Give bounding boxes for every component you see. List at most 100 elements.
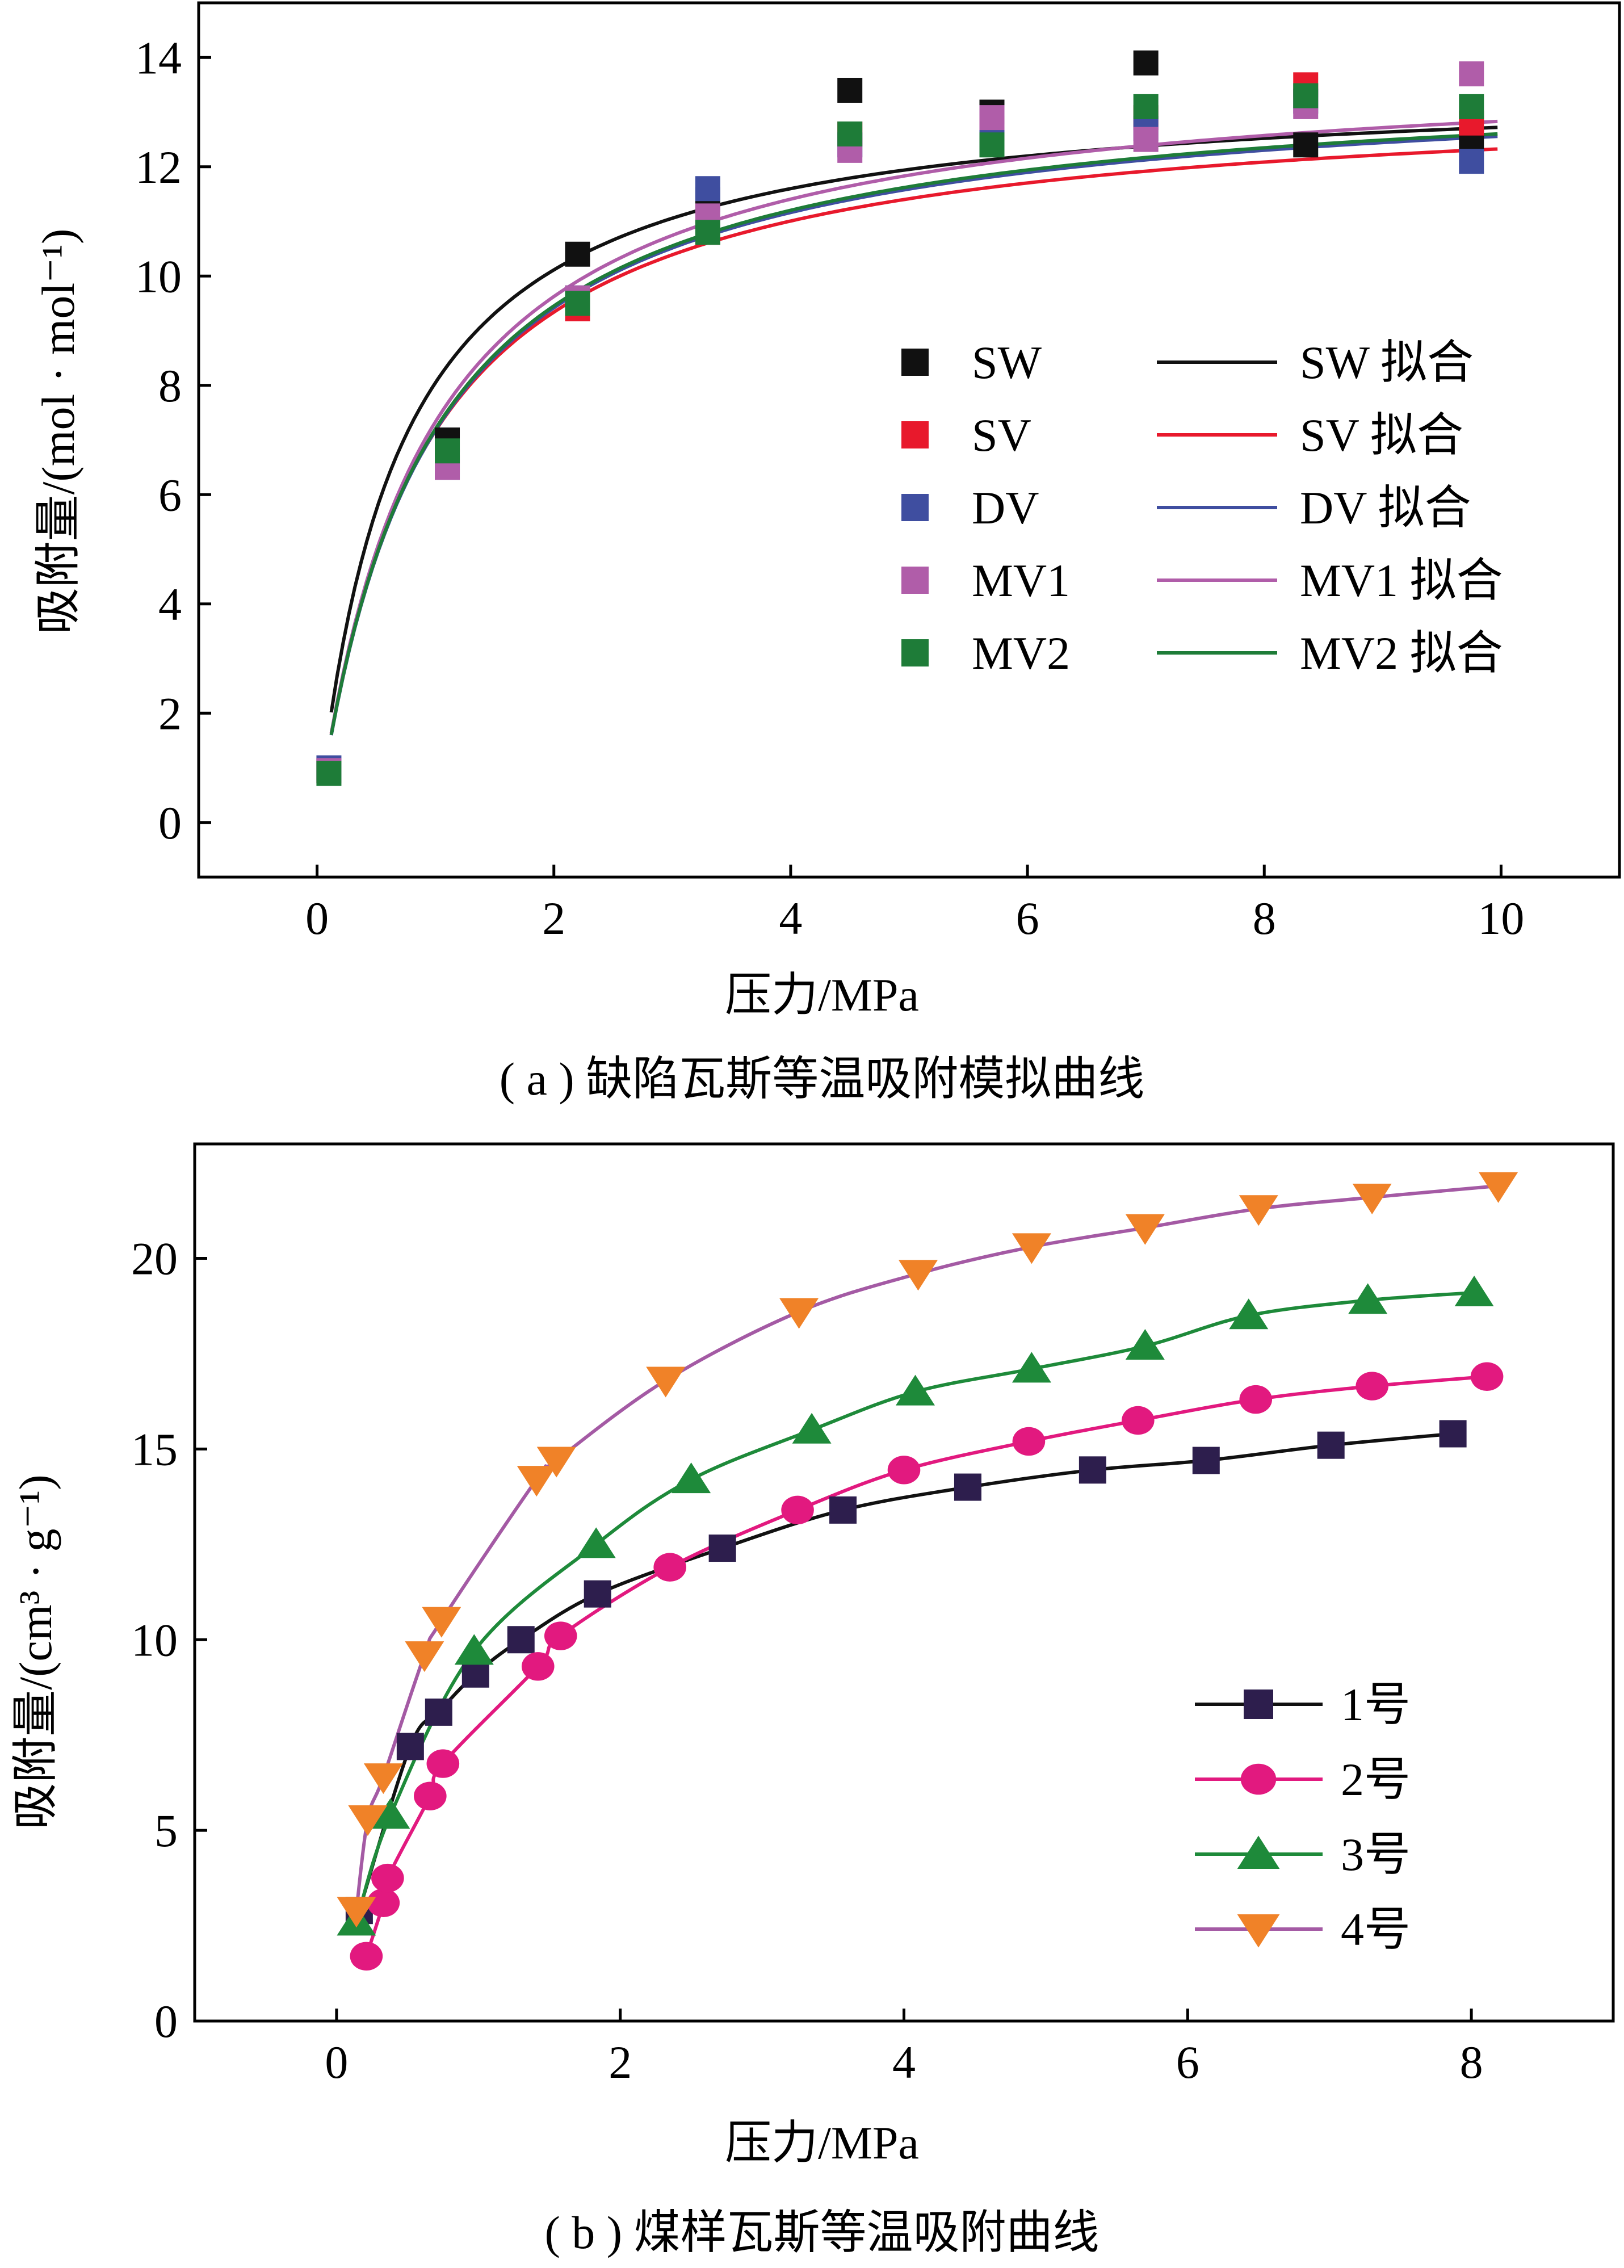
y-tick-label: 14 [135,32,182,83]
chart-a-points [316,50,1484,786]
chart-a: 0 2 4 6 8 10 0 2 4 6 8 10 12 14 SW SV DV MV1 MV2 SW 拟合 SV 拟… [32,1,1621,1105]
fit-line [329,147,1498,734]
data-point [1012,1352,1051,1383]
chart-b-ticks: 0 2 4 6 8 0 5 10 15 20 [131,1233,1483,2088]
data-point [565,241,590,267]
legend-label: 3号 [1341,1829,1411,1880]
legend-marker [901,567,929,594]
data-point [544,1621,577,1650]
data-point [837,78,863,103]
data-point [363,1763,403,1795]
legend-marker [901,494,929,521]
legend-marker [1240,1763,1277,1795]
data-point [435,438,460,464]
y-tick-label: 20 [131,1233,178,1285]
data-point [1293,132,1319,158]
legend-label: SW [972,337,1042,388]
data-point [1479,1172,1518,1203]
data-point [1239,1385,1273,1414]
x-tick-label: 8 [1253,892,1276,944]
data-point [414,1781,447,1810]
y-tick-label: 10 [135,250,182,302]
data-point [521,1652,555,1681]
y-tick-label: 2 [158,687,182,739]
data-point [1293,83,1319,108]
legend-label: 1号 [1341,1679,1411,1730]
legend-label: MV1 拟合 [1300,555,1503,606]
legend-marker [901,349,929,376]
data-point [829,1496,857,1524]
y-tick-label: 12 [135,141,182,193]
data-point [337,1897,376,1928]
data-point [646,1366,686,1398]
chart-a-caption: ( a ) 缺陷瓦斯等温吸附模拟曲线 [500,1053,1145,1105]
legend-marker [1237,1914,1280,1948]
legend-label: SW 拟合 [1300,337,1474,388]
data-point [1133,50,1159,76]
data-point [895,1374,935,1406]
chart-b-xlabel: 压力/MPa [725,2117,919,2169]
x-tick-label: 6 [1176,2036,1199,2088]
chart-b-legend: 1号 2号 3号 4号 [1195,1679,1411,1955]
data-point [779,1298,819,1329]
data-point [1125,1329,1165,1360]
data-point [461,1660,489,1688]
data-point [979,105,1005,131]
y-tick-label: 15 [131,1423,178,1475]
data-point [422,1607,461,1638]
y-tick-label: 4 [158,578,182,630]
data-point [1239,1195,1278,1226]
data-point [1454,1275,1494,1306]
data-point [1352,1184,1392,1215]
data-point [517,1466,556,1497]
legend-label: 4号 [1341,1904,1411,1955]
y-tick-label: 0 [154,1995,178,2047]
data-point [348,1805,388,1836]
chart-a-plot-area [197,1,1621,879]
data-point [371,1798,410,1829]
data-point [1439,1420,1467,1448]
data-point [672,1462,711,1494]
data-point [898,1260,938,1291]
data-point [1317,1431,1345,1459]
data-point [1125,1214,1165,1245]
data-point [316,761,342,786]
x-tick-label: 0 [325,2036,348,2088]
series-line [354,1184,1499,1911]
data-point [1012,1427,1046,1456]
chart-b-series-lines [354,1184,1499,1957]
legend-label: MV1 [972,555,1070,606]
data-point [708,1535,736,1562]
data-point [1470,1362,1504,1391]
x-tick-label: 2 [609,2036,632,2088]
legend-label: MV2 [972,627,1070,679]
data-point [576,1527,616,1558]
legend-label: DV 拟合 [1300,482,1471,534]
data-point [792,1412,832,1444]
data-point [837,121,863,146]
chart-b-frame [193,1142,1615,2023]
y-tick-label: 8 [158,360,182,412]
chart-b-ylabel: 吸附量/(cm³ · g⁻¹) [10,1474,61,1829]
x-tick-label: 2 [542,892,565,944]
data-point [1012,1233,1051,1264]
x-tick-label: 0 [305,892,329,944]
legend-label: MV2 拟合 [1300,627,1503,679]
data-point [1459,61,1484,87]
legend-label: SV [972,409,1031,461]
data-point [1348,1283,1388,1314]
y-tick-label: 5 [154,1805,178,1856]
data-point [1192,1447,1220,1474]
chart-a-ylabel: 吸附量/(mol · mol⁻¹) [32,229,84,635]
legend-label: 2号 [1341,1754,1411,1805]
legend-marker [901,639,929,666]
legend-label: DV [972,482,1039,534]
data-point [1459,94,1484,119]
data-point [396,1733,424,1760]
chart-b-points [337,1172,1518,1971]
data-point [887,1456,921,1485]
data-point [367,1888,400,1917]
data-point [979,132,1005,158]
data-point [781,1495,814,1525]
data-point [425,1698,452,1726]
